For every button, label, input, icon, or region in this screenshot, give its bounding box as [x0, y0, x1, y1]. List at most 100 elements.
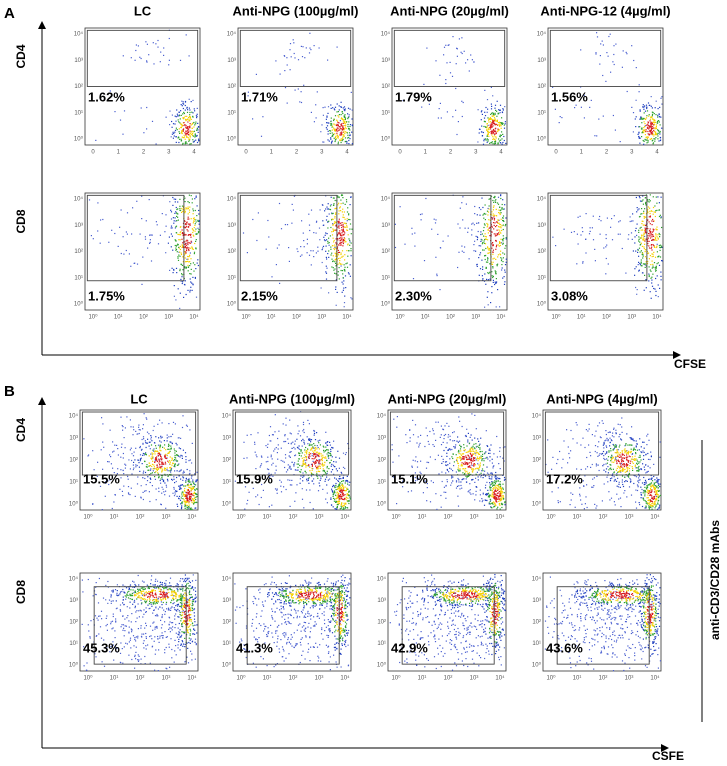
event-dot	[491, 482, 493, 484]
event-dot	[631, 238, 633, 240]
event-dot	[190, 268, 192, 270]
event-dot	[148, 433, 150, 435]
event-dot	[313, 434, 315, 436]
event-dot	[331, 469, 334, 471]
event-dot	[326, 502, 328, 504]
event-dot	[634, 242, 636, 244]
event-dot	[496, 115, 498, 117]
event-dot	[168, 444, 170, 447]
event-dot	[490, 133, 492, 135]
event-dot	[186, 497, 188, 499]
event-dot	[122, 457, 124, 459]
event-dot	[120, 446, 123, 448]
event-dot	[180, 484, 182, 486]
event-dot	[185, 293, 187, 296]
event-dot	[460, 446, 462, 448]
event-dot	[188, 139, 190, 141]
event-dot	[475, 446, 477, 448]
event-dot	[338, 502, 340, 504]
event-dot	[340, 505, 342, 507]
event-dot	[114, 444, 116, 446]
event-dot	[165, 484, 167, 486]
event-dot	[414, 460, 416, 462]
event-dot	[181, 506, 183, 508]
event-dot	[138, 426, 140, 428]
event-dot	[498, 109, 500, 111]
event-dot	[338, 251, 341, 253]
event-dot	[313, 461, 315, 464]
event-dot	[491, 247, 493, 249]
event-dot	[185, 120, 187, 122]
event-dot	[449, 435, 451, 437]
event-dot	[486, 123, 488, 125]
event-dot	[399, 475, 401, 477]
event-dot	[318, 47, 320, 49]
event-dot	[348, 132, 351, 134]
event-dot	[193, 130, 195, 132]
event-dot	[337, 501, 339, 503]
event-dot	[195, 115, 197, 117]
event-dot	[661, 260, 663, 262]
event-dot	[446, 468, 448, 471]
event-dot	[335, 221, 337, 224]
event-dot	[179, 234, 182, 236]
event-dot	[337, 111, 339, 113]
event-dot	[651, 267, 653, 269]
event-dot	[125, 231, 127, 233]
event-dot	[333, 118, 335, 120]
event-dot	[488, 248, 490, 250]
event-dot	[160, 441, 162, 443]
event-dot	[187, 223, 189, 225]
event-dot	[338, 467, 340, 469]
event-dot	[462, 219, 464, 221]
event-dot	[325, 219, 328, 221]
event-dot	[337, 271, 339, 273]
event-dot	[349, 223, 352, 225]
event-dot	[500, 139, 502, 141]
event-dot	[87, 455, 89, 457]
event-dot	[310, 444, 312, 446]
event-dot	[495, 273, 497, 275]
event-dot	[345, 124, 347, 126]
event-dot	[280, 481, 282, 483]
event-dot	[465, 463, 467, 465]
event-dot	[192, 213, 194, 215]
event-dot	[350, 297, 352, 299]
event-dot	[637, 209, 639, 211]
x-tick-label: 10²	[444, 515, 453, 521]
event-dot	[179, 209, 181, 211]
event-dot	[325, 271, 327, 273]
event-dot	[654, 211, 656, 213]
event-dot	[309, 439, 311, 441]
event-dot	[294, 448, 296, 450]
event-dot	[184, 212, 186, 214]
event-dot	[152, 456, 154, 458]
event-dot	[153, 468, 155, 470]
event-dot	[343, 106, 346, 108]
event-dot	[109, 429, 111, 431]
event-dot	[501, 122, 503, 124]
event-dot	[632, 250, 634, 252]
event-dot	[139, 458, 142, 460]
event-dot	[487, 207, 489, 210]
event-dot	[496, 498, 498, 500]
event-dot	[170, 447, 172, 449]
event-dot	[493, 201, 495, 203]
event-dot	[652, 121, 654, 123]
event-dot	[644, 227, 646, 229]
event-dot	[304, 459, 306, 462]
event-dot	[347, 255, 349, 257]
event-dot	[331, 490, 333, 492]
event-dot	[332, 260, 334, 262]
event-dot	[583, 117, 585, 119]
event-dot	[182, 107, 184, 110]
event-dot	[182, 479, 184, 481]
event-dot	[178, 251, 180, 253]
event-dot	[175, 127, 177, 129]
event-dot	[289, 466, 291, 468]
event-dot	[428, 103, 430, 105]
event-dot	[642, 272, 644, 274]
event-dot	[167, 460, 169, 462]
event-dot	[480, 238, 482, 240]
event-dot	[483, 117, 486, 119]
